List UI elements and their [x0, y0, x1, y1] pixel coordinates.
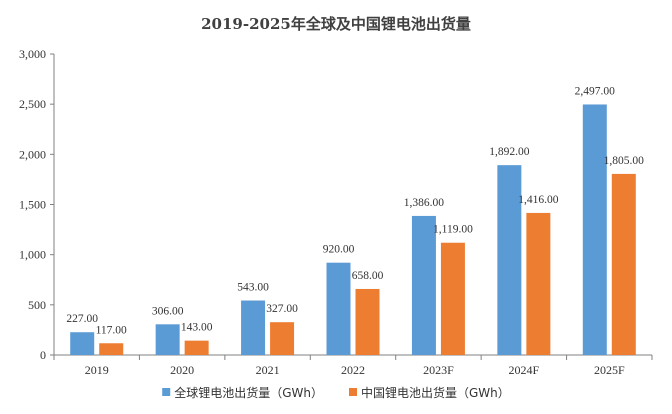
- x-tick-label: 2024F: [509, 363, 540, 377]
- data-label: 143.00: [181, 322, 213, 334]
- bar-series-1: [497, 165, 522, 355]
- data-label: 327.00: [266, 303, 298, 315]
- chart-title: 2019-2025年全球及中国锂电池出货量: [201, 15, 471, 33]
- data-label: 1,805.00: [604, 155, 645, 167]
- x-tick-label: 2022: [341, 363, 365, 377]
- data-label: 920.00: [323, 244, 355, 256]
- bars: [70, 104, 636, 355]
- y-tick-label: 1,500: [19, 198, 46, 212]
- y-tick-label: 1,000: [19, 248, 46, 262]
- data-labels: 227.00 306.00 543.00 920.00 1,386.00 1,892.00…: [66, 85, 644, 336]
- x-tick-label: 2020: [170, 363, 194, 377]
- x-tick-label: 2025F: [594, 363, 625, 377]
- data-label: 117.00: [96, 324, 127, 336]
- bar-series-2: [184, 340, 209, 355]
- bar-series-2: [270, 322, 295, 355]
- bar-series-2: [611, 173, 636, 355]
- data-label: 2,497.00: [575, 85, 616, 97]
- y-tick-label: 2,500: [19, 97, 46, 111]
- bar-series-1: [326, 262, 351, 355]
- bar-series-1: [70, 332, 95, 355]
- bar-series-1: [582, 104, 607, 355]
- data-label: 1,892.00: [489, 146, 530, 158]
- data-label: 306.00: [152, 305, 184, 317]
- legend-item: 全球锂电池出货量（GWh）: [162, 385, 323, 400]
- y-tick-label: 3,000: [19, 47, 46, 61]
- legend-swatch: [162, 388, 171, 396]
- data-label: 1,416.00: [518, 194, 559, 206]
- bar-series-2: [99, 343, 124, 355]
- data-label: 543.00: [237, 282, 269, 294]
- data-label: 1,386.00: [404, 197, 445, 209]
- y-tick-label: 2,000: [19, 147, 46, 161]
- bar-series-2: [355, 288, 380, 355]
- x-tick-label: 2021: [256, 363, 280, 377]
- bar-series-1: [155, 324, 180, 355]
- bar-series-1: [241, 300, 266, 355]
- legend: 全球锂电池出货量（GWh） 中国锂电池出货量（GWh）: [162, 385, 510, 400]
- data-label: 1,119.00: [433, 224, 473, 236]
- legend-swatch: [349, 388, 357, 396]
- bar-series-2: [526, 212, 551, 355]
- legend-label: 全球锂电池出货量（GWh）: [174, 385, 323, 400]
- bar-series-2: [440, 242, 465, 355]
- legend-label: 中国锂电池出货量（GWh）: [361, 385, 510, 400]
- legend-item: 中国锂电池出货量（GWh）: [349, 385, 510, 400]
- y-tick-label: 0: [40, 348, 46, 362]
- x-tick-label: 2019: [85, 363, 109, 377]
- bar-series-1: [411, 215, 436, 355]
- x-tick-label: 2023F: [423, 363, 454, 377]
- data-label: 227.00: [66, 313, 98, 325]
- x-axis: 2019 2020 2021 2022 2023F 2024F 2025F: [53, 354, 653, 377]
- y-tick-label: 500: [28, 298, 46, 312]
- y-axis: 0 500 1,000 1,500 2,000 2,500 3,000: [19, 47, 55, 362]
- data-label: 658.00: [352, 270, 384, 282]
